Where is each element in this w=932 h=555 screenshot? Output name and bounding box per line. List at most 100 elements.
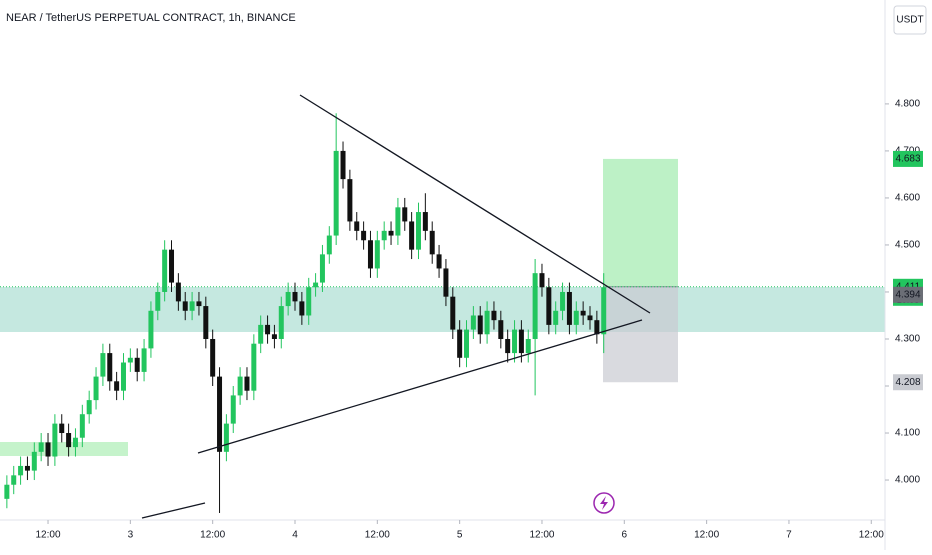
candle-body: [292, 291, 298, 302]
trend-line: [299, 94, 651, 314]
candle-body: [45, 442, 51, 457]
candle-body: [354, 221, 360, 231]
x-tick-label: 12:00: [36, 530, 61, 541]
candle-body: [258, 324, 264, 344]
x-tick-label: 12:00: [365, 530, 390, 541]
candle-body: [299, 301, 305, 316]
candle-body: [395, 207, 401, 236]
candle-body: [148, 310, 154, 349]
x-tick-label: 12:00: [200, 530, 225, 541]
candle-body: [72, 437, 78, 448]
chart-title: NEAR / TetherUS PERPETUAL CONTRACT, 1h, …: [6, 12, 296, 24]
candle-body: [4, 484, 10, 499]
y-tick-label: 4.800: [895, 99, 920, 110]
candle-body: [237, 376, 243, 396]
candle-body: [491, 310, 497, 321]
candle-body: [196, 301, 202, 307]
candle-body: [539, 273, 545, 288]
candle-body: [313, 282, 319, 288]
candle-body: [429, 230, 435, 255]
candle-body: [464, 329, 470, 358]
candle-body: [127, 357, 133, 363]
candle-body: [244, 376, 250, 391]
candle-body: [477, 315, 483, 335]
trend-line: [197, 319, 643, 454]
candle-body: [367, 240, 373, 269]
candle-body: [31, 451, 37, 471]
stop-price-label: 4.208: [895, 377, 920, 388]
currency-button[interactable]: [893, 5, 927, 35]
support-zone: [0, 287, 885, 332]
candle-body: [11, 475, 17, 485]
candle-body: [223, 423, 229, 452]
candle-body: [374, 240, 380, 269]
x-tick-label: 5: [457, 530, 463, 541]
candle-body: [347, 179, 353, 222]
event-bolt: [600, 496, 608, 510]
candle-body: [587, 315, 593, 321]
candle-body: [594, 320, 600, 335]
candle-body: [553, 310, 559, 325]
target-zone: [603, 158, 678, 287]
candle-body: [443, 268, 449, 297]
candle-body: [580, 310, 586, 316]
currency-label: USDT: [896, 15, 923, 26]
candle-body: [532, 273, 538, 339]
candle-body: [182, 301, 188, 311]
candle-body: [230, 395, 236, 424]
last-price-label: 4.394: [895, 289, 920, 300]
candle-body: [505, 338, 511, 354]
candle-body: [107, 353, 113, 382]
x-tick-label: 4: [292, 530, 298, 541]
candle-body: [52, 423, 58, 457]
candle-body: [120, 362, 126, 391]
candle-body: [560, 291, 566, 311]
candle-body: [24, 465, 30, 471]
y-tick-label: 4.300: [895, 334, 920, 345]
candle-body: [189, 301, 195, 311]
candle-body: [409, 221, 415, 250]
x-tick-label: 3: [128, 530, 134, 541]
candle-body: [265, 324, 271, 335]
candle-body: [141, 348, 147, 372]
candle-body: [361, 230, 367, 241]
candle-body: [306, 287, 312, 316]
y-tick-label: 4.100: [895, 428, 920, 439]
last-price-label-bg: [893, 286, 923, 303]
x-tick-label: 12:00: [529, 530, 554, 541]
candle-body: [203, 306, 209, 339]
candle-body: [251, 343, 257, 391]
candle-body: [100, 353, 106, 377]
candle-body: [93, 376, 99, 401]
candle-body: [525, 338, 531, 354]
candle-body: [210, 338, 216, 377]
trend-line: [141, 502, 206, 519]
candle-body: [271, 334, 277, 339]
target-price-label: 4.683: [895, 154, 920, 165]
candle-body: [436, 254, 442, 269]
candle-body: [169, 249, 175, 283]
candle-body: [340, 150, 346, 180]
candle-body: [134, 357, 140, 372]
candles: [4, 113, 607, 513]
candle-body: [470, 315, 476, 330]
candle-body: [278, 306, 284, 339]
y-tick-label: 4.000: [895, 475, 920, 486]
candle-body: [546, 287, 552, 325]
stop-zone: [603, 286, 678, 383]
candle-body: [333, 150, 339, 236]
candle-body: [498, 320, 504, 339]
candle-body: [484, 310, 490, 335]
candle-body: [415, 212, 421, 250]
y-tick-label: 4.600: [895, 193, 920, 204]
candle-body: [381, 230, 387, 241]
candle-body: [422, 212, 428, 231]
candle-body: [566, 291, 572, 325]
x-tick-label: 6: [622, 530, 628, 541]
position-tool: [0, 158, 885, 383]
candle-body: [518, 329, 524, 354]
candle-body: [450, 296, 456, 330]
candle-body: [326, 235, 332, 255]
